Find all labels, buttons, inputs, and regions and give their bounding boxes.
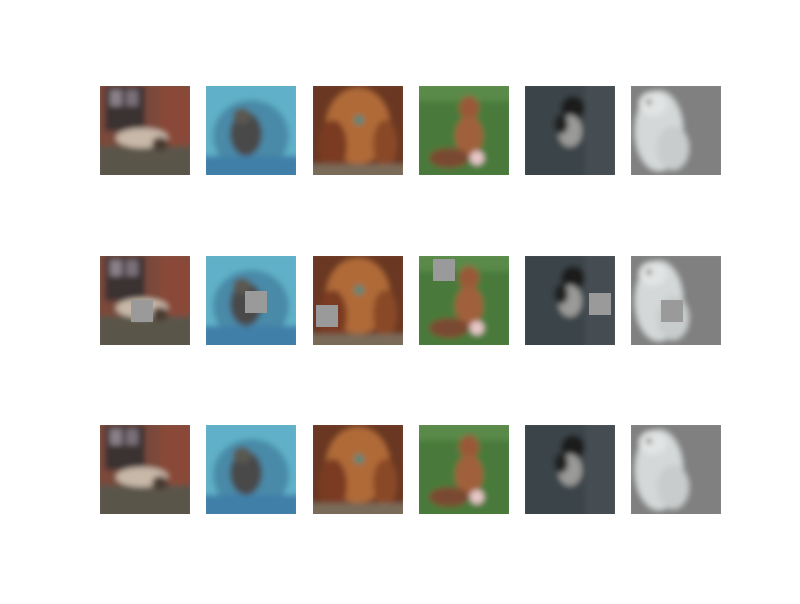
occlusion-patch (316, 305, 338, 327)
occlusion-patch (433, 259, 455, 281)
image (626, 81, 726, 181)
image (414, 81, 514, 181)
image (520, 81, 620, 181)
image (308, 251, 408, 354)
image (308, 81, 408, 184)
image (626, 420, 726, 520)
occlusion-patch (245, 291, 267, 313)
image (201, 81, 301, 181)
image (95, 420, 195, 520)
image (520, 420, 620, 520)
occlusion-patch (131, 300, 153, 322)
image (414, 420, 514, 520)
image (95, 81, 195, 181)
image (308, 420, 408, 523)
occlusion-patch (589, 293, 611, 315)
image (414, 251, 514, 351)
image (201, 420, 301, 520)
occlusion-patch (661, 300, 683, 322)
